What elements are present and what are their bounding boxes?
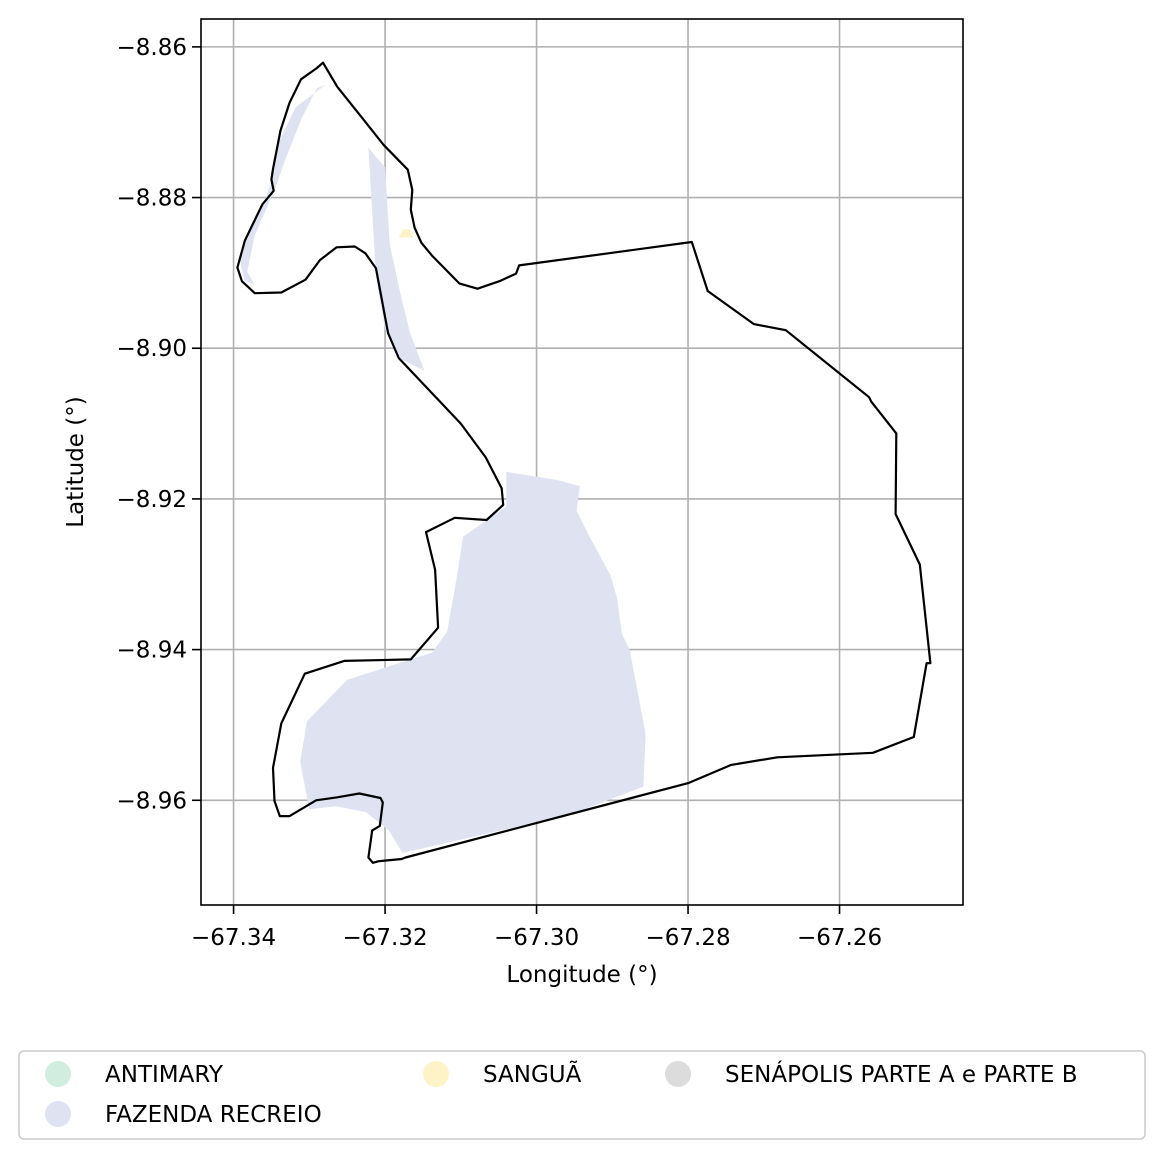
legend-label: ANTIMARY xyxy=(105,1062,224,1088)
boundary xyxy=(236,61,932,864)
sangua-area xyxy=(398,229,414,238)
legend-label: SENÁPOLIS PARTE A e PARTE B xyxy=(725,1060,1078,1088)
fazenda-recreio-area-north xyxy=(368,147,425,371)
y-axis-label: Latitude (°) xyxy=(63,396,89,527)
legend: ANTIMARY FAZENDA RECREIO SANGUÃ SENÁPOLIS P… xyxy=(18,1050,1146,1140)
x-tick-label: −67.34 xyxy=(191,925,276,951)
axis-ticks: −67.34 −67.32 −67.30 −67.28 −67.26 −8.86 −8.88… xyxy=(117,35,883,951)
fazenda-recreio-area-northwest xyxy=(239,84,326,285)
y-tick-label: −8.92 xyxy=(117,487,187,513)
plot-frame xyxy=(200,18,964,906)
y-tick-label: −8.86 xyxy=(117,35,187,61)
x-tick-label: −67.28 xyxy=(645,925,730,951)
legend-marker xyxy=(45,1061,71,1087)
legend-marker xyxy=(45,1101,71,1127)
legend-label: SANGUÃ xyxy=(483,1060,582,1088)
x-tick-label: −67.32 xyxy=(342,925,427,951)
y-tick-label: −8.88 xyxy=(117,186,187,212)
fazenda-recreio-area xyxy=(300,471,646,853)
legend-label: FAZENDA RECREIO xyxy=(105,1102,322,1128)
property-boundary xyxy=(236,61,932,864)
x-axis-label: Longitude (°) xyxy=(506,962,657,988)
legend-marker xyxy=(665,1061,691,1087)
legend-frame xyxy=(18,1050,1146,1140)
y-tick-label: −8.94 xyxy=(117,638,187,664)
y-tick-label: −8.90 xyxy=(117,336,187,362)
y-tick-label: −8.96 xyxy=(117,788,187,814)
x-tick-label: −67.30 xyxy=(494,925,579,951)
legend-marker xyxy=(423,1061,449,1087)
areas xyxy=(239,84,646,853)
x-tick-label: −67.26 xyxy=(797,925,882,951)
